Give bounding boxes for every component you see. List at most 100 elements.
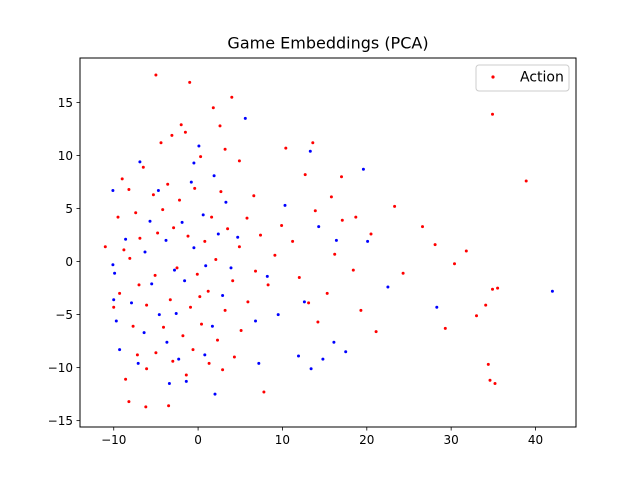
point-series0-99 — [303, 173, 307, 177]
point-series1-7 — [124, 237, 128, 241]
points-layer — [103, 73, 554, 409]
point-series0-15 — [340, 175, 343, 179]
point-series0-48 — [137, 283, 141, 287]
point-series0-10 — [311, 141, 315, 145]
point-series0-39 — [118, 291, 122, 295]
point-series0-107 — [198, 295, 202, 299]
point-series1-32 — [148, 219, 152, 223]
point-series1-42 — [265, 274, 269, 278]
point-series0-76 — [231, 279, 235, 283]
point-series0-24 — [401, 271, 405, 275]
point-series0-58 — [154, 351, 158, 355]
point-series0-26 — [443, 326, 447, 330]
point-series1-59 — [177, 357, 181, 361]
y-tick-label: −10 — [48, 361, 73, 375]
point-series0-16 — [524, 179, 528, 183]
point-series1-44 — [302, 300, 306, 304]
point-series0-93 — [333, 252, 337, 256]
point-series0-23 — [453, 262, 456, 266]
point-series1-29 — [157, 313, 161, 317]
point-series0-36 — [144, 405, 148, 409]
point-series0-19 — [354, 215, 358, 219]
point-series1-11 — [114, 319, 118, 323]
point-series0-83 — [239, 329, 243, 332]
point-series1-35 — [173, 268, 176, 272]
point-series0-109 — [221, 368, 225, 372]
point-series1-57 — [130, 301, 133, 305]
point-series1-18 — [210, 324, 214, 328]
x-tick-label: 10 — [275, 433, 290, 447]
point-series0-59 — [145, 367, 149, 371]
y-tick-label: 10 — [58, 149, 73, 163]
point-series1-33 — [156, 189, 160, 192]
point-series0-73 — [207, 361, 211, 365]
point-series0-43 — [134, 211, 138, 215]
point-series0-79 — [252, 194, 256, 198]
point-series0-82 — [246, 300, 250, 304]
y-axis: −15 −10 −5 0 5 10 15 — [48, 96, 80, 428]
point-series1-12 — [118, 348, 122, 352]
point-series1-20 — [229, 266, 233, 270]
point-series1-56 — [276, 313, 280, 317]
point-series0-64 — [203, 239, 207, 243]
point-series0-68 — [214, 258, 218, 261]
point-series1-0 — [243, 116, 247, 120]
point-series0-88 — [291, 239, 295, 243]
point-series0-27 — [475, 314, 478, 318]
point-series1-49 — [344, 350, 348, 354]
point-series0-84 — [232, 355, 236, 359]
y-tick-label: 15 — [58, 96, 73, 110]
point-series0-86 — [273, 253, 277, 257]
point-series0-98 — [313, 209, 317, 213]
point-series0-41 — [120, 177, 124, 181]
point-series0-51 — [156, 231, 160, 235]
point-series0-108 — [193, 186, 197, 190]
point-series0-100 — [116, 215, 120, 219]
point-series1-14 — [167, 382, 171, 385]
point-series0-29 — [496, 286, 500, 290]
point-series1-23 — [212, 174, 216, 178]
point-series1-17 — [203, 353, 207, 357]
point-series0-0 — [154, 73, 158, 77]
point-series0-5 — [179, 123, 183, 127]
point-series1-36 — [180, 220, 184, 224]
point-series1-21 — [236, 235, 240, 239]
point-series0-55 — [175, 266, 179, 270]
point-series0-25 — [374, 330, 378, 334]
point-series0-89 — [297, 276, 301, 279]
point-series1-27 — [174, 312, 178, 315]
point-series0-54 — [172, 226, 176, 230]
point-series0-6 — [183, 130, 187, 134]
point-series1-31 — [143, 250, 147, 254]
point-series0-105 — [178, 198, 181, 202]
point-series0-91 — [316, 320, 320, 324]
point-series1-40 — [254, 319, 257, 323]
point-series0-42 — [127, 188, 131, 191]
x-tick-label: 0 — [194, 433, 202, 447]
point-series0-62 — [189, 305, 192, 309]
point-series0-50 — [153, 273, 157, 277]
x-tick-label: −10 — [101, 433, 126, 447]
point-series0-47 — [128, 256, 132, 260]
point-series0-101 — [122, 248, 126, 252]
point-series1-50 — [366, 239, 370, 243]
point-series0-85 — [266, 283, 270, 287]
point-series1-41 — [257, 361, 261, 365]
point-series1-3 — [192, 161, 196, 165]
plot-frame — [79, 57, 577, 428]
point-series0-63 — [195, 272, 199, 276]
point-series0-37 — [167, 404, 171, 408]
point-series0-75 — [223, 308, 227, 312]
point-series0-45 — [151, 193, 155, 197]
point-series0-61 — [181, 334, 185, 338]
point-series0-95 — [351, 268, 355, 272]
point-series0-77 — [237, 245, 241, 249]
point-series1-37 — [189, 180, 193, 184]
point-series0-22 — [464, 249, 468, 253]
point-series0-97 — [329, 195, 333, 199]
point-series1-25 — [192, 246, 196, 250]
point-series1-8 — [111, 263, 115, 267]
point-series1-52 — [435, 305, 439, 309]
point-series1-54 — [334, 238, 338, 242]
point-series1-48 — [332, 340, 336, 344]
